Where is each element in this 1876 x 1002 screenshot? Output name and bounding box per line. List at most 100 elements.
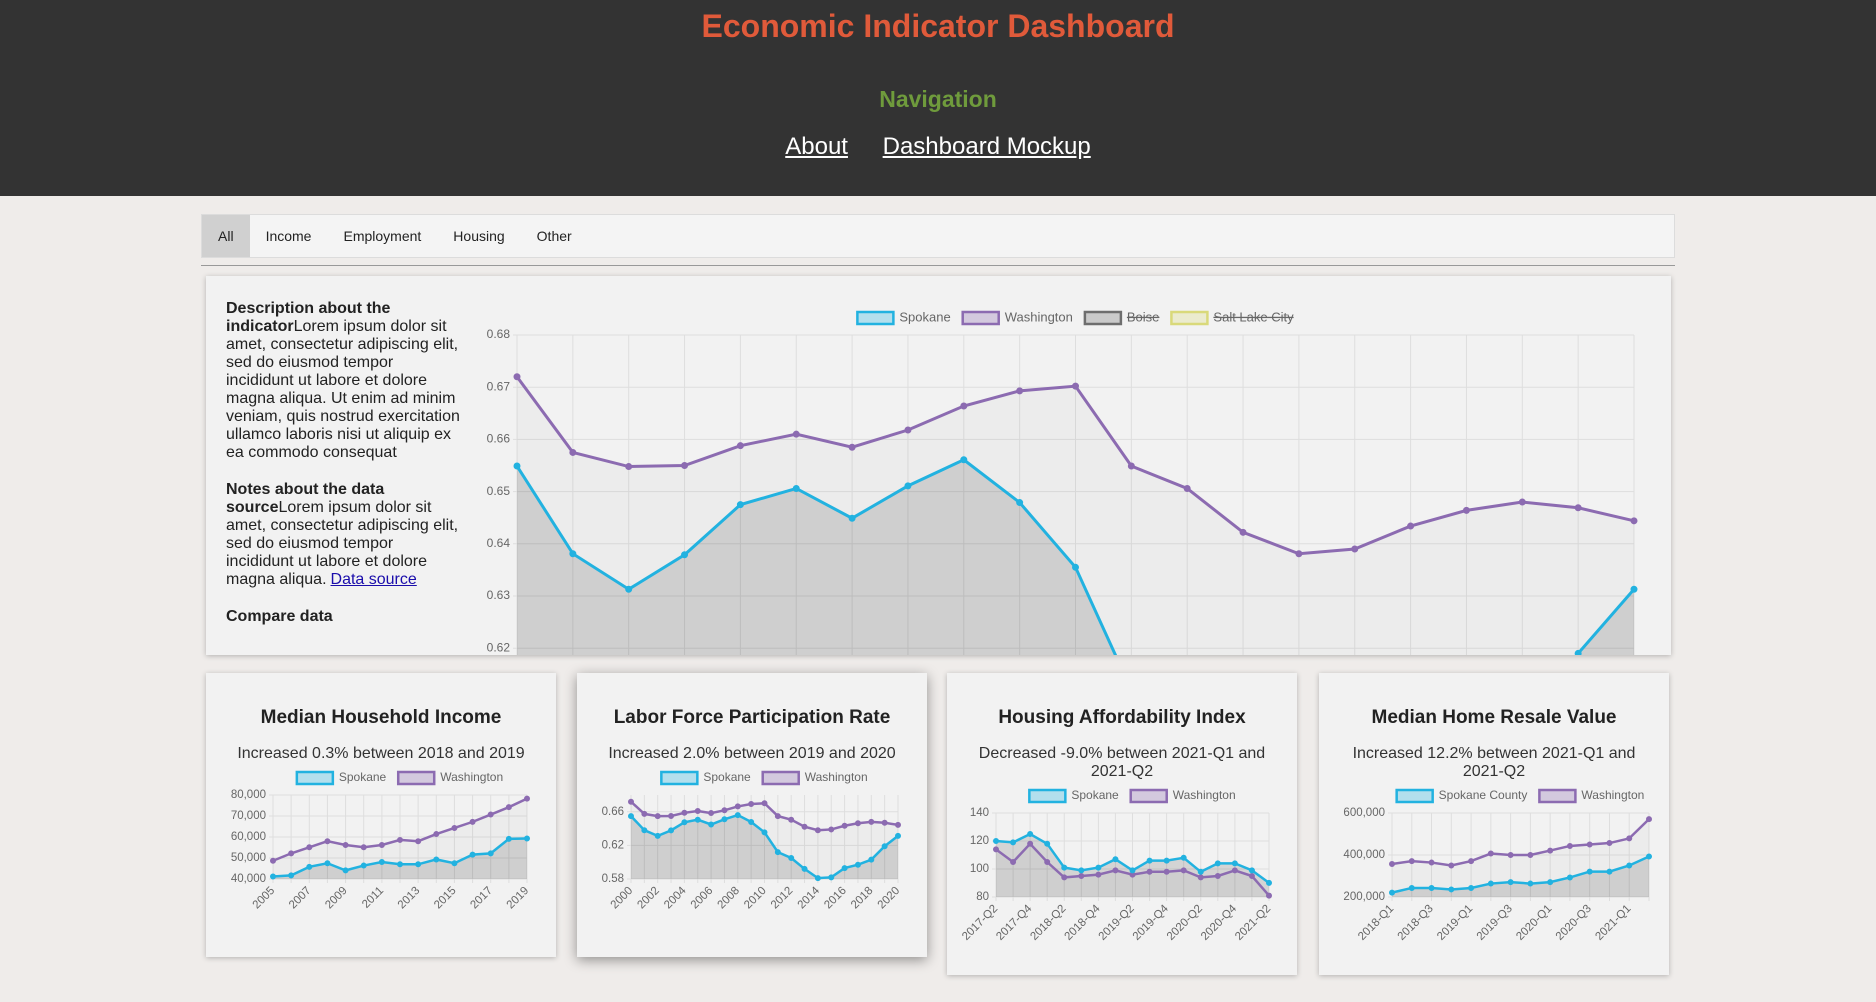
data-point (681, 809, 688, 816)
main-chart: 0.62 0.63 0.64 0.65 0.66 0.67 0.68 Spokane Washi… (487, 309, 1638, 655)
data-point (654, 813, 661, 820)
data-point (1630, 585, 1638, 593)
data-point (1061, 874, 1068, 881)
x-tick-label: 2019-Q4 (1131, 902, 1172, 943)
data-point (342, 841, 349, 848)
data-point (625, 585, 633, 593)
card-title: Median Home Resale Value (1371, 707, 1617, 728)
data-point (1566, 842, 1573, 849)
card-chart: 2017-Q22017-Q42018-Q22018-Q42019-Q22019-… (960, 788, 1273, 943)
data-point (993, 838, 999, 844)
tab[interactable]: All (202, 215, 250, 257)
grid (513, 334, 1635, 655)
page-title: Economic Indicator Dashboard (701, 8, 1175, 44)
data-point (513, 373, 521, 381)
indicator-card[interactable]: Median Home Resale Value Increased 12.2% … (1319, 673, 1669, 975)
legend-swatch (1083, 310, 1123, 326)
data-point (721, 816, 728, 823)
data-point (1027, 840, 1034, 847)
description-text: Lorem ipsum dolor sit amet, consectetur … (226, 318, 460, 461)
data-point (569, 448, 577, 456)
description: Description about the indicatorLorem ips… (226, 300, 462, 462)
legend-swatch (396, 770, 436, 786)
data-point (904, 482, 912, 490)
data-point (1072, 563, 1079, 571)
data-point (1295, 550, 1303, 558)
data-point (761, 829, 768, 836)
source-link[interactable]: Data source (330, 571, 417, 588)
data-point (721, 807, 728, 814)
data-point (1487, 850, 1494, 857)
data-point (1586, 868, 1593, 875)
tab[interactable]: Other (536, 228, 572, 244)
data-point (1146, 857, 1153, 864)
data-point (993, 846, 999, 853)
data-point (1248, 867, 1255, 874)
data-point (378, 841, 385, 848)
data-point (628, 798, 634, 805)
data-point (451, 824, 458, 831)
data-point (708, 821, 715, 828)
indicator-card[interactable]: Labor Force Participation Rate Increased … (577, 673, 927, 957)
data-point (270, 857, 276, 864)
tab[interactable]: Employment (343, 228, 422, 244)
legend-swatch (856, 310, 895, 326)
divider (201, 265, 1675, 266)
y-tick-label: 400,000 (1343, 849, 1385, 861)
data-point (1239, 528, 1247, 536)
indicator-card[interactable]: Median Household Income Increased 0.3% be… (206, 673, 556, 957)
data-point (694, 807, 701, 814)
data-point (1197, 874, 1204, 881)
nav-link[interactable]: Dashboard Mockup (882, 133, 1091, 160)
x-tick-label: 2015 (432, 885, 459, 912)
data-point (1448, 886, 1455, 893)
legend: Spokane Washington (1028, 788, 1236, 804)
y-tick-label: 0.63 (487, 588, 511, 602)
legend-swatch (1395, 788, 1434, 804)
x-tick-label: 2019-Q1 (1435, 903, 1475, 943)
data-point (324, 860, 331, 867)
indicator-card[interactable]: Housing Affordability Index Decreased -9.… (947, 673, 1297, 975)
data-point (625, 463, 633, 471)
data-point (513, 462, 521, 470)
legend-label: Spokane (899, 309, 950, 324)
data-point (1630, 517, 1638, 525)
data-point (1468, 884, 1475, 891)
tab[interactable]: Income (265, 228, 312, 244)
legend: Spokane County Washington (1395, 788, 1644, 804)
data-point (1351, 545, 1359, 553)
data-point (681, 551, 689, 559)
data-point (1606, 840, 1613, 847)
card-title: Median Household Income (260, 707, 502, 728)
grid (627, 795, 899, 883)
legend-swatch (1129, 788, 1168, 804)
data-point (1183, 484, 1191, 492)
data-point (1146, 868, 1153, 875)
data-point (1527, 852, 1534, 858)
compare: Compare data (226, 608, 462, 626)
legend-label: Spokane (339, 770, 387, 784)
data-point (801, 865, 808, 872)
area-fill (517, 459, 1634, 655)
data-point (848, 514, 856, 522)
data-point (641, 827, 648, 834)
data-point (628, 813, 634, 820)
data-point (1468, 858, 1475, 865)
y-tick-label: 0.58 (602, 873, 624, 885)
data-point (1389, 861, 1395, 868)
tab[interactable]: Housing (453, 228, 505, 244)
x-tick-label: 2021-Q1 (1593, 903, 1633, 943)
data-point (681, 819, 688, 826)
data-point (306, 863, 313, 870)
y-tick-label: 40,000 (231, 873, 266, 885)
y-tick-label: 0.68 (487, 327, 511, 341)
y-tick-label: 140 (970, 807, 989, 819)
nav-heading: Navigation (879, 86, 997, 112)
data-point (1462, 506, 1470, 514)
legend-label: Spokane (703, 770, 751, 784)
legend-swatch (761, 770, 800, 786)
data-point (433, 856, 440, 863)
nav-link[interactable]: About (785, 133, 848, 160)
data-point (1646, 853, 1652, 860)
